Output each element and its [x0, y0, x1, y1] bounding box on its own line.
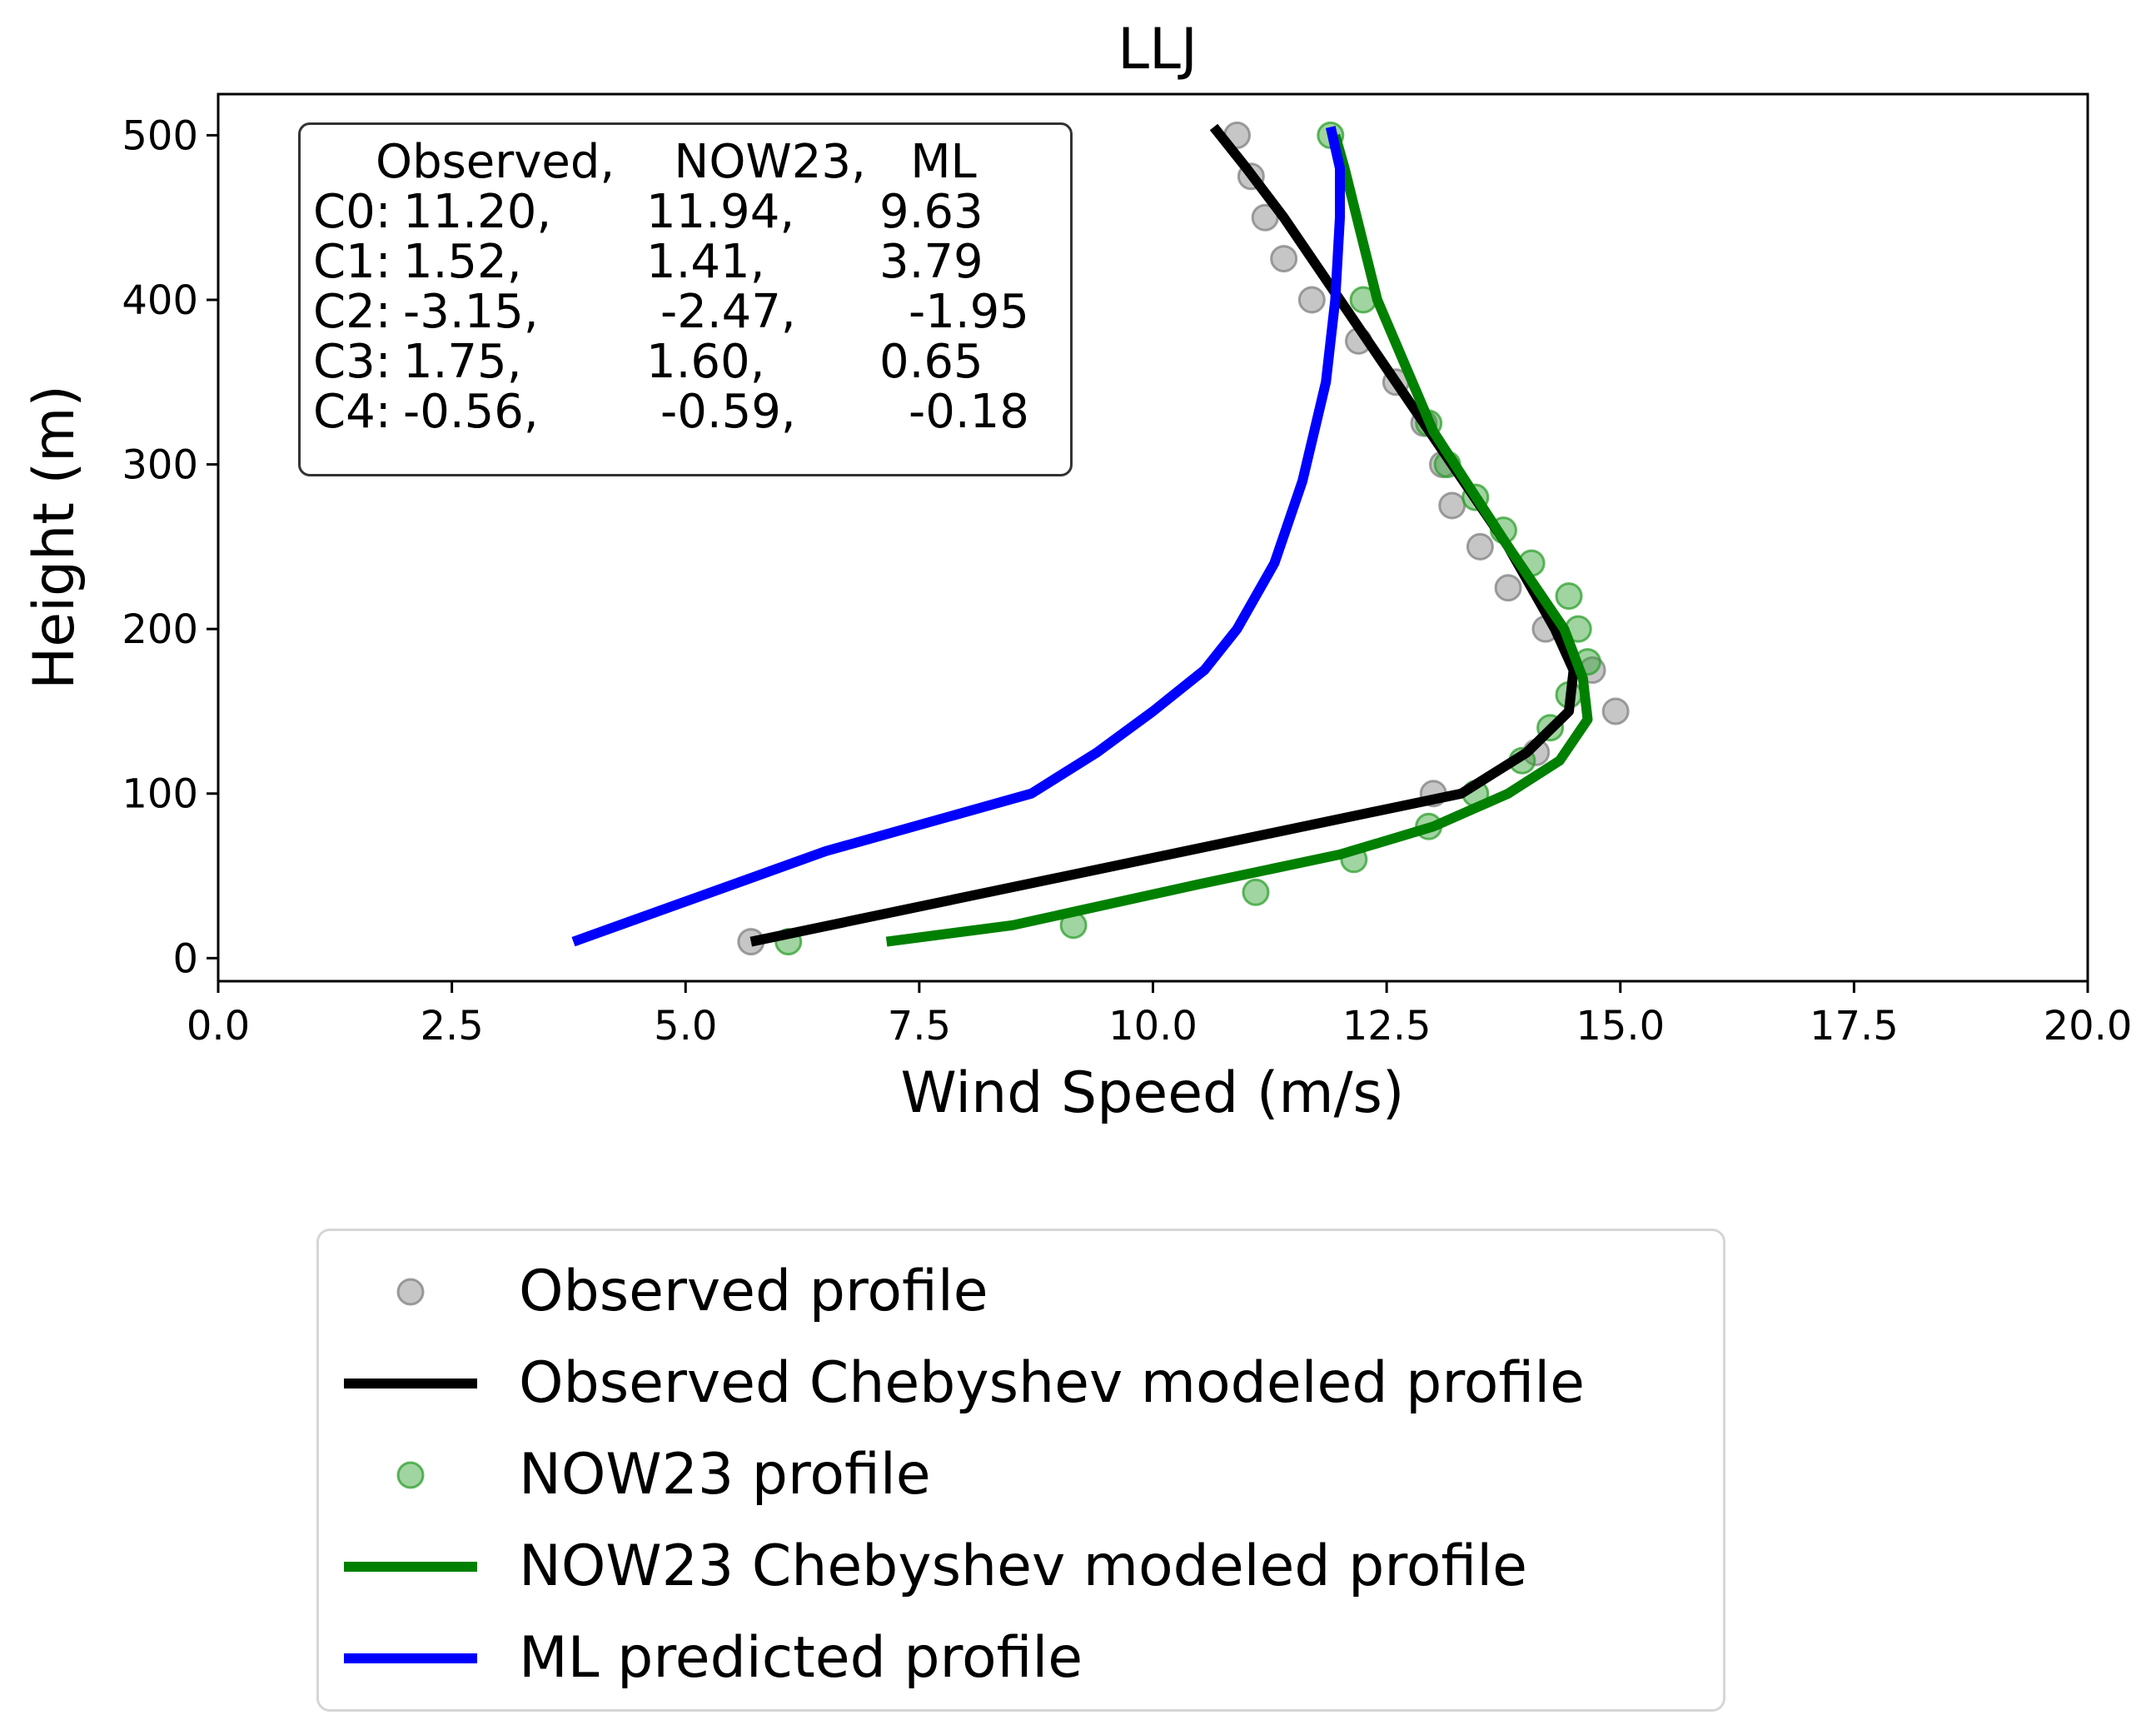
data-point [1242, 878, 1270, 906]
coefficient-observed: -0.56, [403, 385, 539, 439]
coefficient-label: C3: [313, 335, 391, 389]
data-point [1494, 574, 1522, 602]
x-tick-label: 7.5 [888, 1003, 951, 1049]
coefficient-table: Observed, NOW23, ML C0: 11.20, 11.94, 9.63 C… [298, 122, 1073, 476]
coefficient-now23: 1.41, [646, 235, 765, 289]
coefficient-now23: 1.60, [646, 335, 765, 389]
legend: Observed profile Observed Chebyshev model… [316, 1229, 1725, 1712]
x-tick-label: 20.0 [2044, 1003, 2133, 1049]
legend-label: Observed profile [519, 1259, 988, 1324]
legend-label: NOW23 Chebyshev modeled profile [519, 1533, 1527, 1599]
coefficient-observed: -3.15, [403, 285, 539, 339]
legend-item: Observed profile [319, 1246, 1723, 1338]
x-tick-label: 0.0 [187, 1003, 250, 1049]
coefficient-observed: 1.52, [403, 235, 522, 289]
chart-title: LLJ [1118, 17, 1198, 82]
x-axis: 0.0 2.5 5.0 7.5 10.0 12.5 15.0 17.5 20.0 [187, 981, 2133, 1049]
y-tick-label: 500 [122, 112, 198, 159]
y-tick-label: 200 [122, 606, 198, 653]
x-tick-label: 15.0 [1576, 1003, 1665, 1049]
plot-area [571, 121, 1630, 956]
legend-label: Observed Chebyshev modeled profile [519, 1350, 1585, 1416]
y-axis-label: Height (m) [22, 385, 87, 690]
coefficient-ml: 9.63 [879, 185, 983, 239]
legend-item: NOW23 Chebyshev modeled profile [319, 1521, 1723, 1613]
y-tick-label: 0 [172, 935, 198, 982]
x-tick-label: 5.0 [654, 1003, 717, 1049]
coefficient-header: Observed, NOW23, ML [376, 135, 977, 189]
data-point [1297, 286, 1326, 314]
y-tick-label: 100 [122, 771, 198, 818]
legend-marker [396, 1278, 425, 1306]
legend-marker [396, 1461, 425, 1489]
coefficient-observed: 11.20, [403, 185, 552, 239]
data-point [1601, 697, 1630, 725]
coefficient-ml: 0.65 [879, 335, 983, 389]
coefficient-now23: -2.47, [660, 285, 796, 339]
legend-item: ML predicted profile [319, 1613, 1723, 1704]
coefficient-ml: -1.95 [909, 285, 1029, 339]
coefficient-now23: 11.94, [646, 185, 795, 239]
legend-marker [344, 1379, 477, 1388]
x-tick-label: 12.5 [1342, 1003, 1432, 1049]
x-axis-label: Wind Speed (m/s) [901, 1060, 1405, 1126]
coefficient-observed: 1.75, [403, 335, 522, 389]
legend-item: NOW23 profile [319, 1429, 1723, 1521]
data-point [1555, 582, 1583, 611]
coefficient-ml: 3.79 [879, 235, 983, 289]
data-point [1438, 491, 1466, 520]
coefficient-label: C2: [313, 285, 391, 339]
x-tick-label: 2.5 [420, 1003, 483, 1049]
series-line-ml-predicted-profile [571, 126, 1345, 947]
coefficient-ml: -0.18 [909, 385, 1029, 439]
y-tick-label: 400 [122, 277, 198, 324]
y-axis: 0 100 200 300 400 500 [122, 112, 218, 982]
legend-marker [344, 1562, 477, 1572]
coefficient-now23: -0.59, [660, 385, 796, 439]
x-tick-label: 17.5 [1810, 1003, 1899, 1049]
legend-marker [344, 1653, 477, 1663]
coefficient-label: C1: [313, 235, 391, 289]
coefficient-label: C0: [313, 185, 391, 239]
y-tick-label: 300 [122, 442, 198, 489]
legend-label: NOW23 profile [519, 1442, 931, 1508]
coefficient-label: C4: [313, 385, 391, 439]
data-point [1270, 245, 1298, 273]
legend-label: ML predicted profile [519, 1625, 1083, 1691]
legend-item: Observed Chebyshev modeled profile [319, 1338, 1723, 1429]
data-point [1466, 532, 1494, 561]
series-line-now23-chebyshev-modeled-profile [885, 133, 1593, 947]
x-tick-label: 10.0 [1108, 1003, 1198, 1049]
